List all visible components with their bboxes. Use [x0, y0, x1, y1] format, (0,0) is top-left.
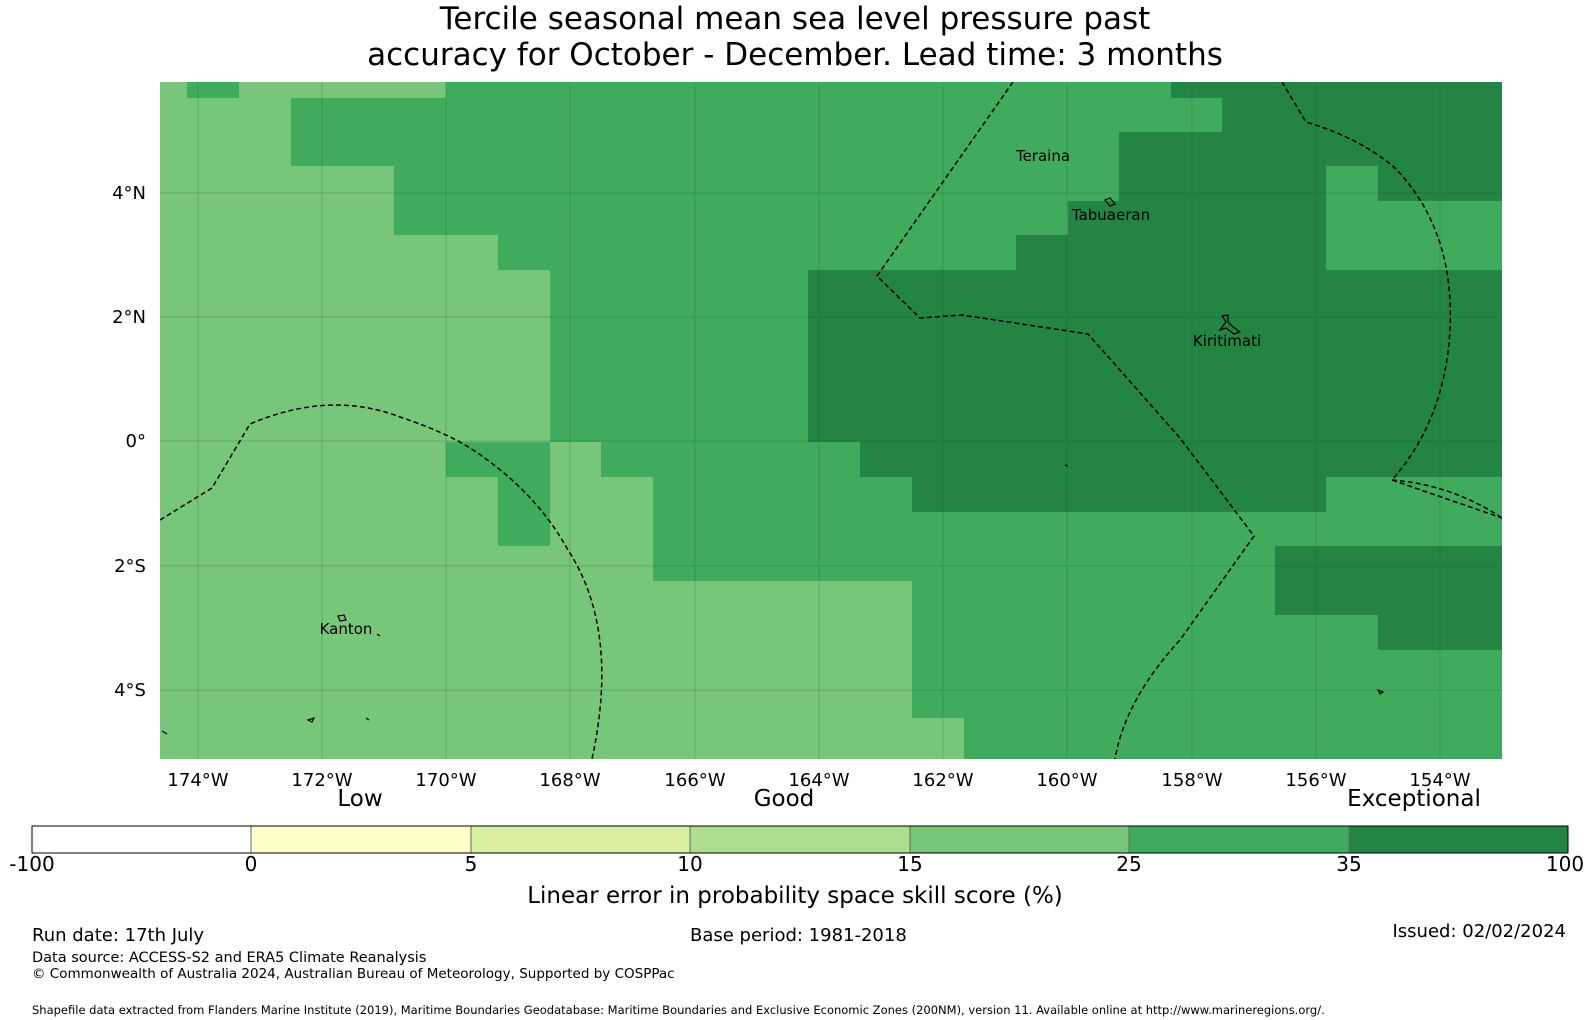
base-period: Base period: 1981-2018: [690, 925, 907, 946]
shapefile-credit: Shapefile data extracted from Flanders M…: [32, 1003, 1325, 1017]
lon-label-162w: 162°W: [912, 770, 973, 791]
colorbar-tick: 10: [677, 852, 703, 876]
colorbar-segment: [690, 826, 910, 853]
copyright-notice: © Commonwealth of Australia 2024, Austra…: [32, 966, 675, 982]
lon-label-160w: 160°W: [1036, 770, 1097, 791]
lat-label-2s: 2°S: [114, 556, 146, 577]
lon-label-156w: 156°W: [1285, 770, 1346, 791]
colorbar-segment: [1349, 826, 1568, 853]
island-outlines: [161, 197, 1385, 735]
colorbar-label: Linear error in probability space skill …: [527, 883, 1063, 909]
colorbar-tick: 35: [1336, 852, 1362, 876]
colorbar-segment: [251, 826, 471, 853]
lon-label-166w: 166°W: [664, 770, 725, 791]
place-label-kiritimati: Kiritimati: [1193, 332, 1261, 350]
colorbar-segment: [1129, 826, 1349, 853]
lon-label-168w: 168°W: [539, 770, 600, 791]
lon-label-154w: 154°W: [1409, 770, 1470, 791]
data-source: Data source: ACCESS-S2 and ERA5 Climate …: [32, 950, 427, 966]
lon-label-170w: 170°W: [415, 770, 476, 791]
lat-label-4n: 4°N: [112, 183, 146, 204]
lon-label-174w: 174°W: [167, 770, 228, 791]
colorbar-tick: 100: [1545, 852, 1585, 876]
place-label-kanton: Kanton: [320, 620, 373, 638]
colorbar-word-exceptional: Exceptional: [1347, 786, 1481, 812]
colorbar-word-low: Low: [337, 786, 383, 812]
colorbar-tick: 5: [464, 852, 478, 876]
lon-label-158w: 158°W: [1161, 770, 1222, 791]
colorbar-segment: [32, 826, 251, 853]
colorbar-tick: 0: [244, 852, 258, 876]
lat-label-0: 0°: [126, 431, 146, 452]
eez-boundaries: [160, 82, 1502, 759]
colorbar-word-good: Good: [753, 786, 815, 812]
lat-label-4s: 4°S: [114, 680, 146, 701]
place-label-teraina: Teraina: [1015, 147, 1070, 165]
run-date: Run date: 17th July: [32, 925, 205, 946]
colorbar-tick: 25: [1116, 852, 1142, 876]
colorbar-segment: [910, 826, 1129, 853]
lat-label-2n: 2°N: [112, 307, 146, 328]
lon-label-172w: 172°W: [291, 770, 352, 791]
map-title-line-1: Tercile seasonal mean sea level pressure…: [439, 1, 1151, 37]
colorbar-tick: -100: [9, 852, 55, 876]
skill-score-field: [160, 82, 1502, 759]
lon-label-164w: 164°W: [788, 770, 849, 791]
issued-date: Issued: 02/02/2024: [1392, 921, 1566, 942]
colorbar-segment: [471, 826, 690, 853]
colorbar-tick: 15: [897, 852, 923, 876]
place-label-tabuaeran: Tabuaeran: [1071, 206, 1150, 224]
map-title-line-2: accuracy for October - December. Lead ti…: [367, 37, 1223, 73]
graticule: [160, 82, 1502, 759]
colorbar: [31, 825, 1569, 854]
